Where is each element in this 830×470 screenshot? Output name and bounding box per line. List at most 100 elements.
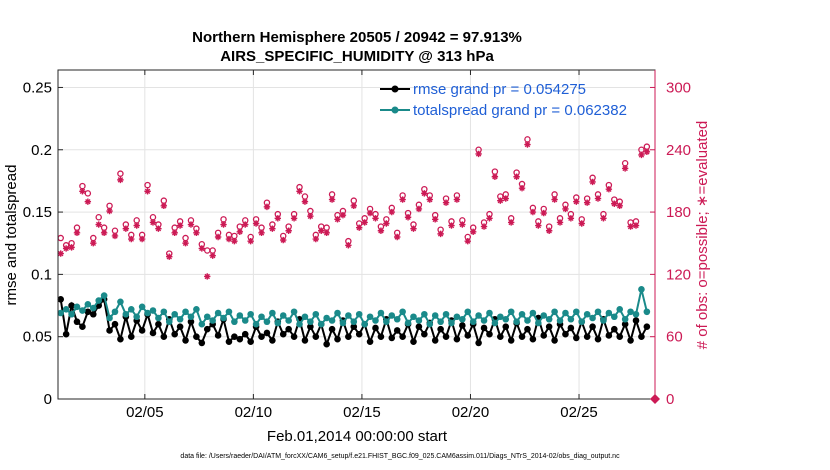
totalspread-point (247, 310, 254, 318)
obs-possible-point (149, 214, 157, 221)
obs-possible-point (220, 216, 227, 223)
obs-evaluated-point (285, 227, 292, 234)
y-axis-left-label: rmse and totalspread (3, 165, 20, 306)
totalspread-point (399, 308, 406, 316)
obs-evaluated-point (258, 229, 265, 237)
rmse-point (551, 337, 558, 344)
obs-evaluated-point (187, 221, 195, 228)
obs-possible-point (209, 247, 216, 254)
totalspread-point (312, 310, 320, 318)
totalspread-point (583, 310, 591, 318)
totalspread-point (464, 308, 472, 316)
totalspread-point (317, 320, 325, 328)
obs-evaluated-point (627, 223, 634, 230)
rmse-point (350, 323, 358, 331)
totalspread-point (138, 303, 146, 311)
obs-evaluated-point (600, 215, 607, 222)
obs-possible-point (203, 247, 211, 254)
rmse-point (279, 330, 287, 338)
rmse-point (62, 330, 70, 338)
rmse-point (117, 335, 124, 343)
rmse-point (79, 323, 86, 331)
totalspread-point (562, 309, 569, 317)
rmse-point (453, 335, 461, 343)
obs-evaluated-point (469, 228, 477, 235)
obs-evaluated-point (394, 233, 401, 241)
right-axis-zero-marker (650, 394, 660, 404)
totalspread-point (594, 308, 602, 316)
obs-evaluated-point (171, 229, 178, 237)
legend-spread-label: totalspread grand pr = 0.062382 (413, 102, 627, 119)
totalspread-point (486, 309, 493, 317)
obs-possible-point (524, 136, 531, 143)
rmse-point (421, 330, 428, 338)
totalspread-point (529, 309, 537, 317)
totalspread-point (241, 317, 249, 324)
rmse-point (366, 338, 374, 345)
x-tick-label: 02/25 (560, 404, 598, 421)
obs-possible-point (307, 207, 314, 215)
y-left-tick-label: 0.2 (31, 142, 52, 159)
rmse-point (393, 327, 401, 334)
rmse-point (518, 333, 526, 340)
obs-evaluated-point (513, 173, 520, 180)
y-right-tick-label: 120 (666, 266, 691, 283)
totalspread-point (62, 305, 70, 313)
totalspread-point (73, 303, 81, 311)
totalspread-point (111, 308, 119, 316)
obs-evaluated-point (562, 205, 569, 213)
rmse-point (68, 302, 75, 309)
totalspread-point (475, 312, 482, 319)
chart-title: Northern Hemisphere 20505 / 20942 = 97.9… (192, 29, 522, 46)
obs-possible-point (111, 227, 119, 235)
rmse-point (312, 333, 320, 340)
y-left-tick-label: 0.15 (23, 204, 52, 221)
obs-evaluated-point (68, 244, 75, 251)
totalspread-point (518, 310, 526, 318)
totalspread-point (231, 318, 238, 326)
obs-evaluated-point (372, 215, 379, 222)
rmse-point (415, 323, 423, 331)
totalspread-point (193, 305, 200, 313)
totalspread-point (383, 318, 390, 326)
obs-evaluated-point (117, 176, 124, 184)
obs-evaluated-point (280, 236, 287, 244)
obs-possible-point (621, 160, 629, 167)
obs-evaluated-point (345, 242, 352, 249)
totalspread-point (176, 315, 184, 323)
rmse-point (632, 317, 640, 324)
x-tick-label: 02/05 (126, 404, 164, 421)
totalspread-point (182, 308, 189, 316)
obs-evaluated-point (122, 225, 130, 232)
totalspread-point (605, 309, 613, 317)
totalspread-point (89, 304, 97, 312)
obs-evaluated-point (459, 221, 466, 228)
obs-possible-point (236, 223, 244, 230)
rmse-point (149, 329, 157, 337)
legend-rmse-label: rmse grand pr = 0.054275 (413, 81, 586, 98)
rmse-point (57, 296, 65, 303)
chart-subtitle: AIRS_SPECIFIC_HUMIDITY @ 313 hPa (220, 48, 494, 65)
y-right-tick-label: 300 (666, 79, 691, 96)
y-left-tick-label: 0 (44, 391, 52, 408)
obs-possible-point (79, 182, 86, 190)
obs-evaluated-point (464, 237, 471, 245)
totalspread-point (366, 313, 374, 321)
totalspread-point (258, 313, 265, 321)
rmse-point (567, 324, 575, 332)
rmse-point (106, 327, 113, 334)
rmse-point (643, 323, 651, 331)
data-file-footer: data file: /Users/raeder/DAI/ATM_forcXX/… (180, 453, 620, 460)
totalspread-point (448, 319, 455, 327)
obs-evaluated-point (491, 173, 499, 180)
obs-evaluated-point (448, 222, 455, 229)
obs-evaluated-point (214, 233, 222, 241)
obs-evaluated-point (176, 222, 184, 229)
totalspread-point (203, 313, 211, 321)
obs-evaluated-point (290, 215, 298, 222)
rmse-point (269, 337, 276, 344)
totalspread-point (95, 297, 103, 304)
totalspread-point (361, 320, 368, 328)
obs-evaluated-point (497, 197, 504, 204)
obs-evaluated-point (73, 229, 81, 237)
